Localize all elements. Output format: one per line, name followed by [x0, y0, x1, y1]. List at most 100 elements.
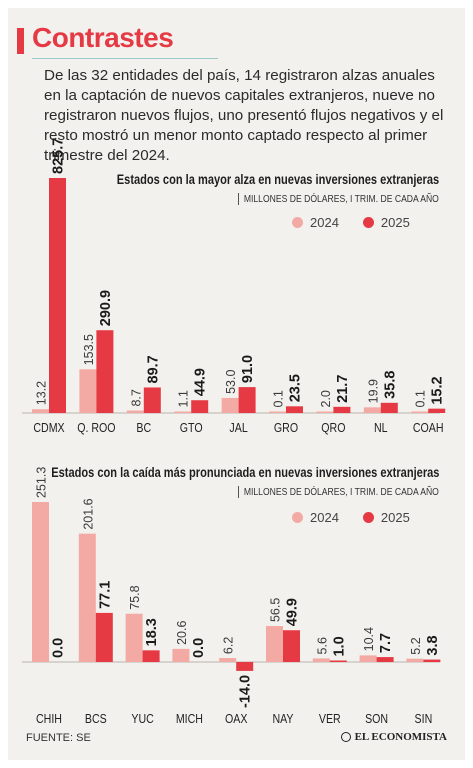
data-label-2025-mich: 0.0	[191, 638, 207, 658]
bar-2025-nl	[380, 402, 398, 413]
data-label-2024-gto: 1.1	[177, 390, 191, 407]
bar-2024-yuc	[125, 613, 143, 662]
data-label-2025-qroo: 290.9	[98, 290, 114, 326]
category-label-qro: QRO	[321, 421, 345, 435]
category-label-son: SON	[365, 712, 388, 726]
category-label-cdmx: CDMX	[33, 421, 65, 435]
data-label-2024-nay: 56.5	[269, 598, 283, 622]
bar-2024-gto	[174, 411, 192, 413]
category-label-qroo: Q. ROO	[77, 421, 115, 435]
bar-2025-cdmx	[49, 178, 66, 413]
legend-swatch-2024	[292, 217, 303, 228]
brand-logo: EL ECONOMISTA	[340, 731, 447, 743]
data-label-2024-son: 10.4	[362, 627, 376, 651]
chart-2-plot: 251.30.0CHIH201.677.1BCS75.818.3YUC20.60…	[22, 467, 441, 726]
infographic: Contrastes De las 32 entidades del país,…	[8, 8, 465, 760]
category-label-gro: GRO	[274, 421, 298, 435]
bar-2024-sin	[406, 658, 424, 662]
bar-2025-qroo	[96, 330, 114, 413]
bar-2024-coah	[411, 411, 429, 413]
data-label-2025-oax: -14.0	[238, 675, 254, 708]
category-label-bcs: BCS	[85, 712, 107, 726]
data-label-2025-bcs: 77.1	[97, 581, 113, 609]
category-label-gto: GTO	[180, 421, 203, 435]
bar-2025-bc	[143, 387, 161, 413]
bar-2025-coah	[428, 408, 446, 413]
data-label-2025-sin: 3.8	[425, 635, 441, 655]
bar-2024-jal	[221, 397, 239, 413]
data-label-2025-jal: 91.0	[240, 355, 256, 383]
legend-label-2024: 2024	[310, 510, 339, 525]
legend-label-2025: 2025	[380, 215, 410, 230]
chart-1-title: Estados con la mayor alza en nuevas inve…	[116, 172, 439, 187]
chart-2-legend: 2024 2025	[292, 510, 434, 525]
data-label-2025-chih: 0.0	[51, 638, 67, 658]
page-title: Contrastes	[32, 22, 174, 53]
data-label-2024-yuc: 75.8	[128, 585, 142, 609]
legend-label-2024: 2024	[310, 215, 339, 230]
data-label-2025-cdmx: 825.7	[51, 138, 67, 174]
legend-item-2024: 2024	[292, 510, 339, 525]
data-label-2024-coah: 0.1	[414, 390, 428, 407]
legend-item-2024: 2024	[292, 215, 339, 230]
title-accent-bar	[17, 28, 24, 54]
bar-2024-ver	[312, 658, 330, 662]
data-label-2024-cdmx: 13.2	[35, 381, 49, 405]
bar-2025-sin	[423, 659, 441, 662]
data-label-2024-mich: 20.6	[175, 621, 189, 645]
category-label-yuc: YUC	[131, 712, 153, 726]
data-label-2024-jal: 53.0	[224, 370, 238, 394]
data-label-2024-chih: 251.3	[35, 467, 49, 498]
bar-2025-son	[376, 657, 394, 662]
data-label-2024-gro: 0.1	[272, 390, 286, 407]
category-label-sin: SIN	[415, 712, 433, 726]
data-label-2024-bcs: 201.6	[81, 498, 95, 529]
bar-2025-gto	[191, 400, 209, 413]
brand-name: EL ECONOMISTA	[354, 731, 447, 743]
data-label-2024-qroo: 153.5	[82, 334, 96, 365]
legend-swatch-2024	[292, 512, 303, 523]
data-label-2024-sin: 5.2	[409, 637, 423, 654]
category-label-nl: NL	[374, 421, 388, 435]
category-label-chih: CHIH	[36, 712, 62, 726]
category-label-ver: VER	[319, 712, 341, 726]
chart-2-subtitle: MILLONES DE DÓLARES, I TRIM. DE CADA AÑO	[238, 486, 439, 498]
intro-paragraph: De las 32 entidades del país, 14 registr…	[44, 67, 444, 164]
bar-2024-nay	[266, 626, 283, 662]
data-label-2025-coah: 15.2	[430, 376, 446, 404]
category-label-coah: COAH	[413, 421, 444, 435]
bar-2025-jal	[238, 387, 256, 413]
bar-2025-yuc	[142, 650, 160, 662]
bar-2024-oax	[219, 658, 237, 662]
legend-label-2025: 2025	[380, 510, 410, 525]
legend-swatch-2025	[362, 512, 374, 523]
data-label-2024-ver: 5.6	[315, 637, 329, 654]
source-note: FUENTE: SE	[26, 732, 91, 744]
data-label-2025-gro: 23.5	[288, 374, 304, 402]
data-label-2025-son: 7.7	[378, 633, 394, 653]
data-label-2025-gto: 44.9	[193, 368, 209, 396]
chart-2-title: Estados con la caída más pronunciada en …	[50, 465, 439, 480]
bar-2024-bc	[126, 410, 144, 413]
data-label-2025-qro: 21.7	[335, 375, 351, 403]
data-label-2024-bc: 8.7	[129, 389, 143, 406]
legend-item-2025: 2025	[362, 510, 410, 525]
bar-2024-gro	[269, 411, 286, 413]
bar-2025-oax	[236, 662, 254, 671]
category-label-oax: OAX	[225, 712, 248, 726]
data-label-2024-qro: 2.0	[319, 390, 333, 407]
bar-2024-qro	[316, 411, 334, 413]
category-label-bc: BC	[136, 421, 151, 435]
bar-2025-nay	[283, 630, 300, 662]
data-label-2025-yuc: 18.3	[144, 618, 160, 646]
chart-1-subtitle: MILLONES DE DÓLARES, I TRIM. DE CADA AÑO	[238, 193, 439, 205]
bar-2025-bcs	[95, 612, 113, 662]
legend-swatch-2025	[362, 217, 374, 228]
bar-2025-qro	[333, 406, 351, 413]
category-label-jal: JAL	[229, 421, 248, 435]
bar-2024-chih	[32, 502, 49, 662]
bar-2024-son	[359, 655, 377, 662]
data-label-2024-nl: 19.9	[366, 379, 380, 403]
bar-2024-bcs	[78, 533, 96, 662]
